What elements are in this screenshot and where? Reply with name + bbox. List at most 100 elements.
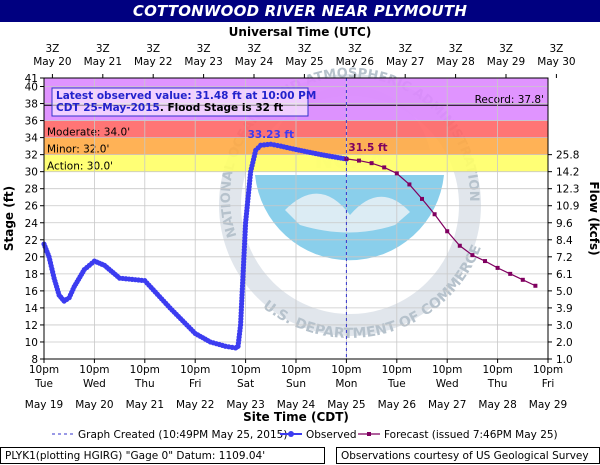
local-tick-date: May 22 — [176, 399, 214, 411]
flow-tick-label: 2.0 — [556, 337, 573, 349]
local-tick-day: Sat — [237, 378, 254, 390]
local-tick-date: May 28 — [478, 399, 516, 411]
crest-label: 33.23 ft — [248, 129, 294, 141]
stage-tick-label: 38 — [25, 99, 38, 111]
utc-tick-hour: 3Z — [398, 43, 412, 55]
local-tick-time: 10pm — [331, 364, 361, 376]
flow-tick-label: 7.2 — [556, 252, 573, 264]
stage-tick-label: 30 — [25, 167, 38, 179]
site-time-axis-title: Site Time (CDT) — [243, 410, 349, 424]
stage-tick-label: 26 — [25, 201, 39, 213]
local-tick-day: Mon — [335, 378, 357, 390]
stage-tick-label: 18 — [25, 269, 38, 281]
utc-tick-date: May 25 — [285, 56, 323, 68]
utc-tick-date: May 20 — [33, 56, 71, 68]
local-tick-day: Wed — [83, 378, 106, 390]
forecast-point — [470, 253, 475, 258]
local-tick-day: Wed — [436, 378, 459, 390]
utc-axis-title: Universal Time (UTC) — [229, 25, 372, 39]
stage-tick-label: 40 — [25, 82, 38, 94]
minor-label: Minor: 32.0' — [47, 144, 109, 156]
local-tick-time: 10pm — [432, 364, 462, 376]
local-tick-time: 10pm — [79, 364, 109, 376]
latest-value-line2: CDT 25-May-2015. Flood Stage is 32 ft — [56, 102, 283, 114]
forecast-crest-label: 31.5 ft — [348, 142, 387, 154]
local-tick-date: May 19 — [25, 399, 63, 411]
local-tick-day: Thu — [134, 378, 155, 390]
local-tick-time: 10pm — [281, 364, 311, 376]
forecast-point — [508, 271, 513, 276]
stage-axis-title: Stage (ft) — [2, 186, 16, 251]
stage-tick-label: 24 — [25, 218, 39, 230]
local-tick-date: May 27 — [428, 399, 466, 411]
local-tick-time: 10pm — [29, 364, 59, 376]
stage-tick-label: 34 — [25, 133, 39, 145]
forecast-point — [483, 259, 487, 264]
local-tick-date: May 29 — [529, 399, 567, 411]
utc-tick-date: May 29 — [487, 56, 525, 68]
local-tick-date: May 23 — [226, 399, 264, 411]
legend: Graph Created (10:49PM May 25, 2015) Obse… — [52, 429, 558, 441]
legend-observed-label: Observed — [306, 429, 357, 441]
forecast-point — [432, 212, 437, 217]
forecast-point — [382, 165, 387, 170]
forecast-point — [357, 158, 361, 163]
legend-forecast-marker — [367, 432, 371, 436]
local-tick-date: May 20 — [75, 399, 113, 411]
utc-tick-date: May 28 — [436, 56, 474, 68]
stage-tick-label: 16 — [25, 286, 39, 298]
flow-tick-label: 25.8 — [556, 150, 579, 162]
flow-axis-title: Flow (kcfs) — [587, 181, 600, 255]
flow-tick-label: 8.4 — [556, 235, 573, 247]
stage-tick-label: 8 — [31, 354, 38, 366]
title-bar — [0, 0, 600, 22]
flow-tick-label: 3.0 — [556, 320, 573, 332]
local-tick-date: May 21 — [126, 399, 164, 411]
observation-credit-footer: Observations courtesy of US Geological S… — [336, 447, 600, 464]
stage-tick-label: 41 — [25, 73, 38, 85]
utc-tick-hour: 3Z — [549, 43, 563, 55]
forecast-point — [533, 283, 538, 288]
action-label: Action: 30.0' — [47, 161, 113, 173]
series-layer: 33.23 ft 31.5 ft — [41, 78, 538, 359]
flow-tick-label: 9.6 — [556, 218, 573, 230]
legend-created-label: Graph Created (10:49PM May 25, 2015) — [78, 429, 287, 441]
local-tick-date: May 24 — [277, 399, 316, 411]
utc-tick-hour: 3Z — [449, 43, 463, 55]
forecast-point — [394, 171, 399, 176]
utc-tick-hour: 3Z — [197, 43, 211, 55]
flood-stage-text: . Flood Stage is 32 ft — [160, 102, 283, 114]
gage-datum-footer: PLYK1(plotting HGIRG) "Gage 0" Datum: 11… — [0, 447, 325, 464]
utc-tick-date: May 22 — [134, 56, 172, 68]
local-tick-day: Fri — [542, 378, 555, 390]
forecast-point — [495, 265, 500, 270]
stage-tick-label: 28 — [25, 184, 38, 196]
forecast-point — [420, 196, 424, 201]
local-tick-day: Fri — [189, 378, 202, 390]
stage-tick-label: 12 — [25, 320, 38, 332]
forecast-point — [369, 161, 374, 166]
flow-tick-label: 1.0 — [556, 354, 573, 366]
utc-tick-hour: 3Z — [348, 43, 362, 55]
local-tick-day: Thu — [487, 378, 508, 390]
utc-tick-hour: 3Z — [297, 43, 311, 55]
local-tick-time: 10pm — [382, 364, 412, 376]
flow-tick-label: 6.1 — [556, 269, 573, 281]
utc-tick-hour: 3Z — [146, 43, 160, 55]
utc-tick-date: May 21 — [84, 56, 122, 68]
moderate-label: Moderate: 34.0' — [47, 127, 130, 139]
legend-forecast-label: Forecast (issued 7:46PM May 25) — [384, 429, 558, 441]
flow-tick-label: 10.9 — [556, 201, 579, 213]
stage-tick-label: 14 — [25, 303, 39, 315]
latest-value-frame — [51, 87, 309, 117]
record-label: Record: 37.8' — [475, 94, 544, 106]
local-tick-day: Sun — [286, 378, 306, 390]
utc-tick-date: May 30 — [537, 56, 575, 68]
latest-value-date: CDT 25-May-2015 — [56, 102, 160, 114]
legend-observed-marker — [288, 431, 294, 437]
latest-value-line1: Latest observed value: 31.48 ft at 10:00… — [56, 90, 316, 102]
forecast-line — [346, 158, 536, 287]
forecast-point — [520, 277, 525, 282]
